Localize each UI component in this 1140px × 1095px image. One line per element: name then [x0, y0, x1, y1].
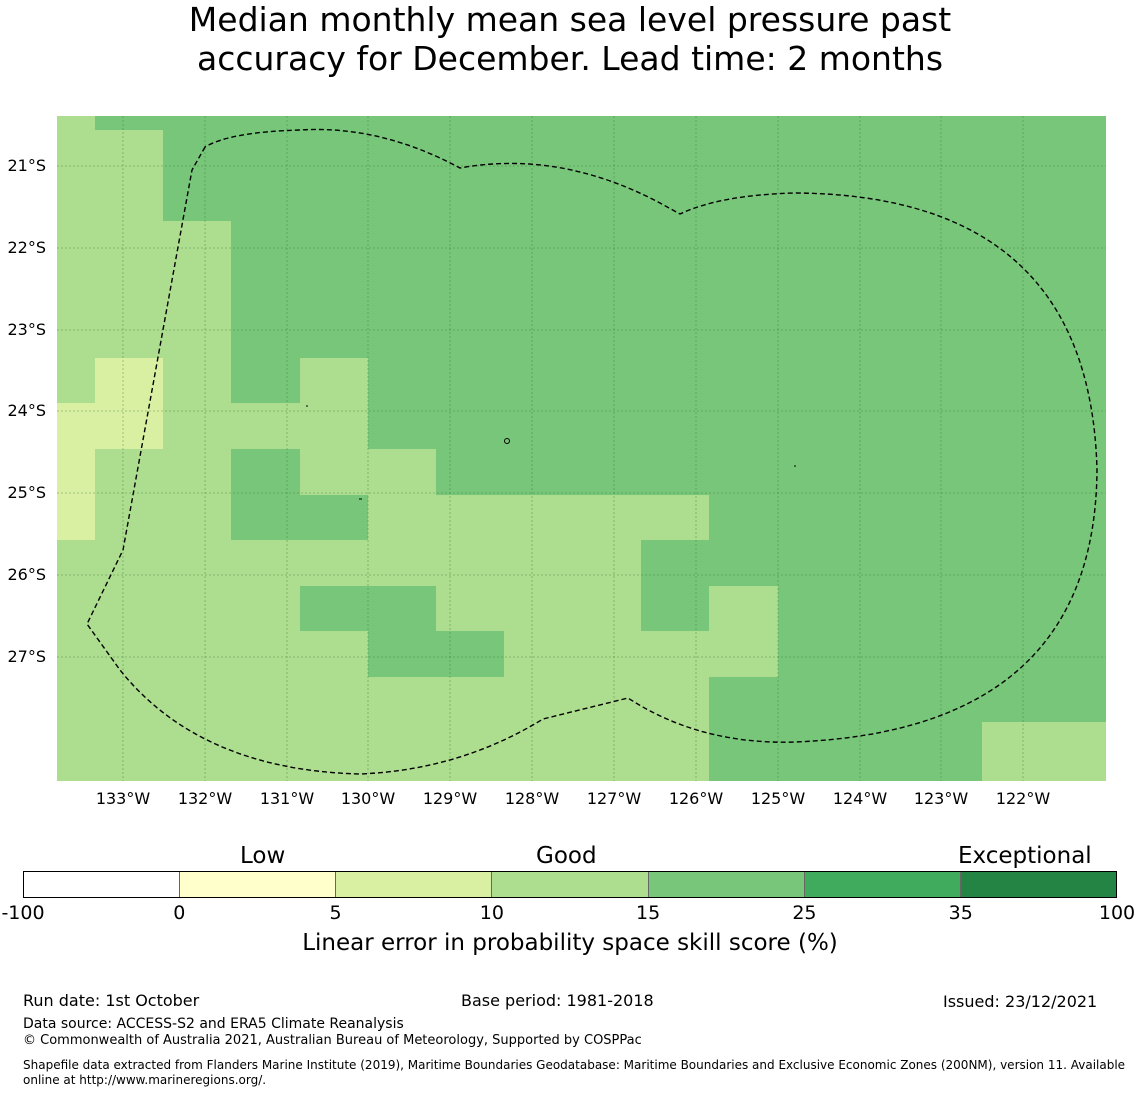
- colorbar-tick-label: 10: [479, 902, 504, 924]
- colorbar-segment: [24, 872, 181, 897]
- colorbar-tick-label: 0: [173, 902, 186, 924]
- colorbar-segment: [648, 872, 805, 897]
- colorbar-segment: [804, 872, 961, 897]
- skill-cell: [231, 221, 1106, 358]
- latitude-label: 27°S: [7, 647, 46, 666]
- colorbar-tick-label: 5: [329, 902, 342, 924]
- colorbar-segment: [180, 872, 337, 897]
- skill-cell: [778, 586, 1106, 677]
- skill-cell: [95, 116, 1106, 130]
- skill-cell: [57, 403, 95, 540]
- skill-cell: [709, 677, 1106, 722]
- longitude-label: 128°W: [504, 789, 560, 808]
- category-low: Low: [240, 843, 286, 869]
- colorbar: [23, 871, 1117, 898]
- eez-boundary: [86, 128, 1098, 775]
- longitude-label: 129°W: [422, 789, 478, 808]
- issued-date: Issued: 23/12/2021: [943, 992, 1098, 1011]
- colorbar-tick-label: -100: [1, 902, 45, 924]
- skill-cell: [300, 495, 368, 540]
- title-line-2: accuracy for December. Lead time: 2 mont…: [196, 39, 944, 78]
- title-line-1: Median monthly mean sea level pressure p…: [188, 0, 952, 39]
- skill-cell: [641, 586, 709, 631]
- skill-grid: [57, 116, 1106, 781]
- longitude-label: 131°W: [259, 789, 315, 808]
- colorbar-segment: [492, 872, 649, 897]
- island-mark: [504, 438, 510, 444]
- category-exceptional: Exceptional: [958, 843, 1092, 869]
- colorbar-tick-label: 15: [636, 902, 661, 924]
- longitude-label: 123°W: [913, 789, 969, 808]
- colorbar-tick-label: 100: [1098, 902, 1136, 924]
- colorbar-tick-label: 35: [948, 902, 973, 924]
- category-good: Good: [536, 843, 597, 869]
- colorbar-segment: [336, 872, 493, 897]
- base-period: Base period: 1981-2018: [461, 991, 654, 1010]
- skill-cell: [231, 449, 300, 540]
- skill-cell: [95, 358, 163, 449]
- skill-cell: [436, 449, 1106, 495]
- skill-cell: [709, 495, 1106, 541]
- longitude-label: 122°W: [995, 789, 1051, 808]
- longitude-label: 133°W: [95, 789, 151, 808]
- skill-cell: [368, 631, 504, 677]
- colorbar-segment: [960, 872, 1116, 897]
- longitude-label: 124°W: [832, 789, 888, 808]
- longitude-label: 126°W: [668, 789, 724, 808]
- colorbar-tick-label: 25: [792, 902, 817, 924]
- latitude-label: 25°S: [7, 483, 46, 502]
- latitude-label: 26°S: [7, 565, 46, 584]
- graticule: [57, 116, 1106, 781]
- skill-cell: [709, 722, 982, 781]
- latitude-label: 21°S: [7, 156, 46, 175]
- skill-cell: [163, 130, 1106, 221]
- run-date: Run date: 1st October: [23, 991, 200, 1010]
- skill-cell: [300, 586, 436, 631]
- longitude-label: 125°W: [750, 789, 806, 808]
- longitude-label: 130°W: [340, 789, 396, 808]
- chart-title: Median monthly mean sea level pressure p…: [0, 0, 1140, 78]
- copyright: © Commonwealth of Australia 2021, Austra…: [23, 1033, 642, 1048]
- shapefile-credit-line-1: Shapefile data extracted from Flanders M…: [23, 1058, 1126, 1072]
- longitude-label: 132°W: [177, 789, 233, 808]
- colorbar-label: Linear error in probability space skill …: [302, 930, 838, 956]
- skill-cell: [368, 358, 1106, 449]
- latitude-label: 22°S: [7, 238, 46, 257]
- island-marks: [306, 405, 796, 500]
- latitude-label: 24°S: [7, 401, 46, 420]
- data-source: Data source: ACCESS-S2 and ERA5 Climate …: [23, 1016, 404, 1032]
- skill-map: [57, 116, 1106, 781]
- latitude-label: 23°S: [7, 320, 46, 339]
- skill-cell: [231, 358, 300, 403]
- longitude-label: 127°W: [586, 789, 642, 808]
- shapefile-credit-line-2: online at http://www.marineregions.org/.: [23, 1073, 267, 1087]
- skill-cell: [641, 540, 1106, 586]
